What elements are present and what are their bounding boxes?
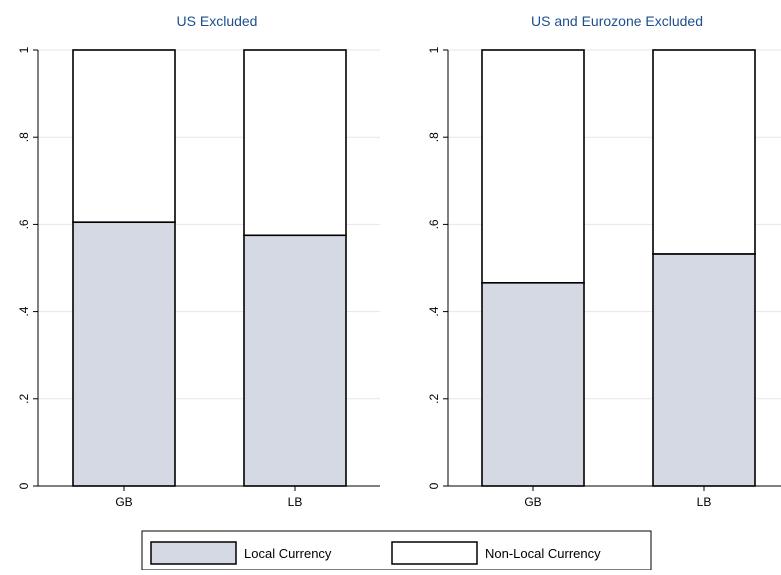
bar-nonlocal-gb <box>72 49 176 224</box>
x-tick-label: LB <box>697 495 712 509</box>
y-tick-label: 0 <box>17 482 31 489</box>
panel-title: US and Eurozone Excluded <box>531 13 703 29</box>
legend: Local Currency Non-Local Currency <box>141 530 652 571</box>
x-tick-label: GB <box>115 495 132 509</box>
bar-local-gb <box>72 221 176 487</box>
legend-label-local: Local Currency <box>244 546 332 561</box>
x-tick-label: GB <box>524 495 541 509</box>
panel-1: 0 .2 .4 .6 .8 1 US Excluded GB LB <box>17 13 380 509</box>
y-tick-label: .4 <box>427 306 441 316</box>
bar-local-gb <box>481 282 585 487</box>
y-tick-label: 0 <box>427 482 441 489</box>
y-tick-label: .6 <box>17 219 31 229</box>
y-tick-label: 1 <box>17 46 31 53</box>
bar-local-lb <box>243 234 347 487</box>
panel-2: 0 .2 .4 .6 .8 1 US and Eurozone Excluded GB LB <box>427 13 781 509</box>
y-tick-label: .6 <box>427 219 441 229</box>
bar-local-lb <box>652 253 756 487</box>
legend-label-nonlocal: Non-Local Currency <box>485 546 601 561</box>
y-tick-label: 1 <box>427 46 441 53</box>
legend-swatch-local <box>150 541 237 565</box>
bar-nonlocal-lb <box>243 49 347 237</box>
legend-swatch-nonlocal <box>391 541 478 565</box>
bar-nonlocal-gb <box>481 49 585 284</box>
bar-nonlocal-lb <box>652 49 756 255</box>
x-tick-label: LB <box>288 495 303 509</box>
y-tick-label: .8 <box>17 132 31 142</box>
y-tick-label: .8 <box>427 132 441 142</box>
y-tick-label: .2 <box>17 393 31 403</box>
y-tick-label: .4 <box>17 306 31 316</box>
chart-panels: 0 .2 .4 .6 .8 1 US Excluded GB LB 0 .2 .4 .6 .8 1 US an… <box>17 13 781 509</box>
y-tick-label: .2 <box>427 393 441 403</box>
panel-title: US Excluded <box>177 13 258 29</box>
